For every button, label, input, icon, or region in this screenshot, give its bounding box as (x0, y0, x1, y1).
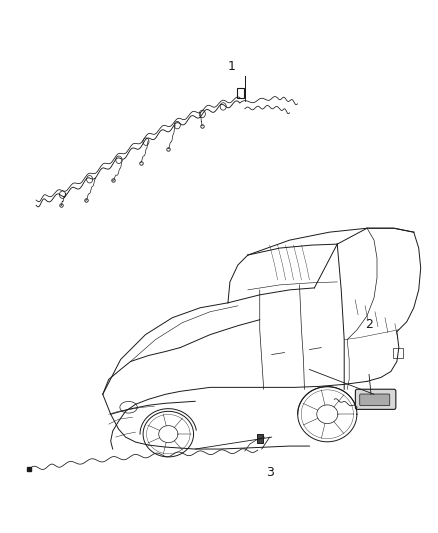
Bar (392, 348, 403, 358)
Text: 3: 3 (266, 466, 274, 479)
Text: 1: 1 (227, 60, 235, 72)
FancyBboxPatch shape (355, 389, 396, 409)
FancyBboxPatch shape (257, 434, 263, 442)
Text: 2: 2 (365, 318, 373, 332)
FancyBboxPatch shape (360, 394, 390, 406)
